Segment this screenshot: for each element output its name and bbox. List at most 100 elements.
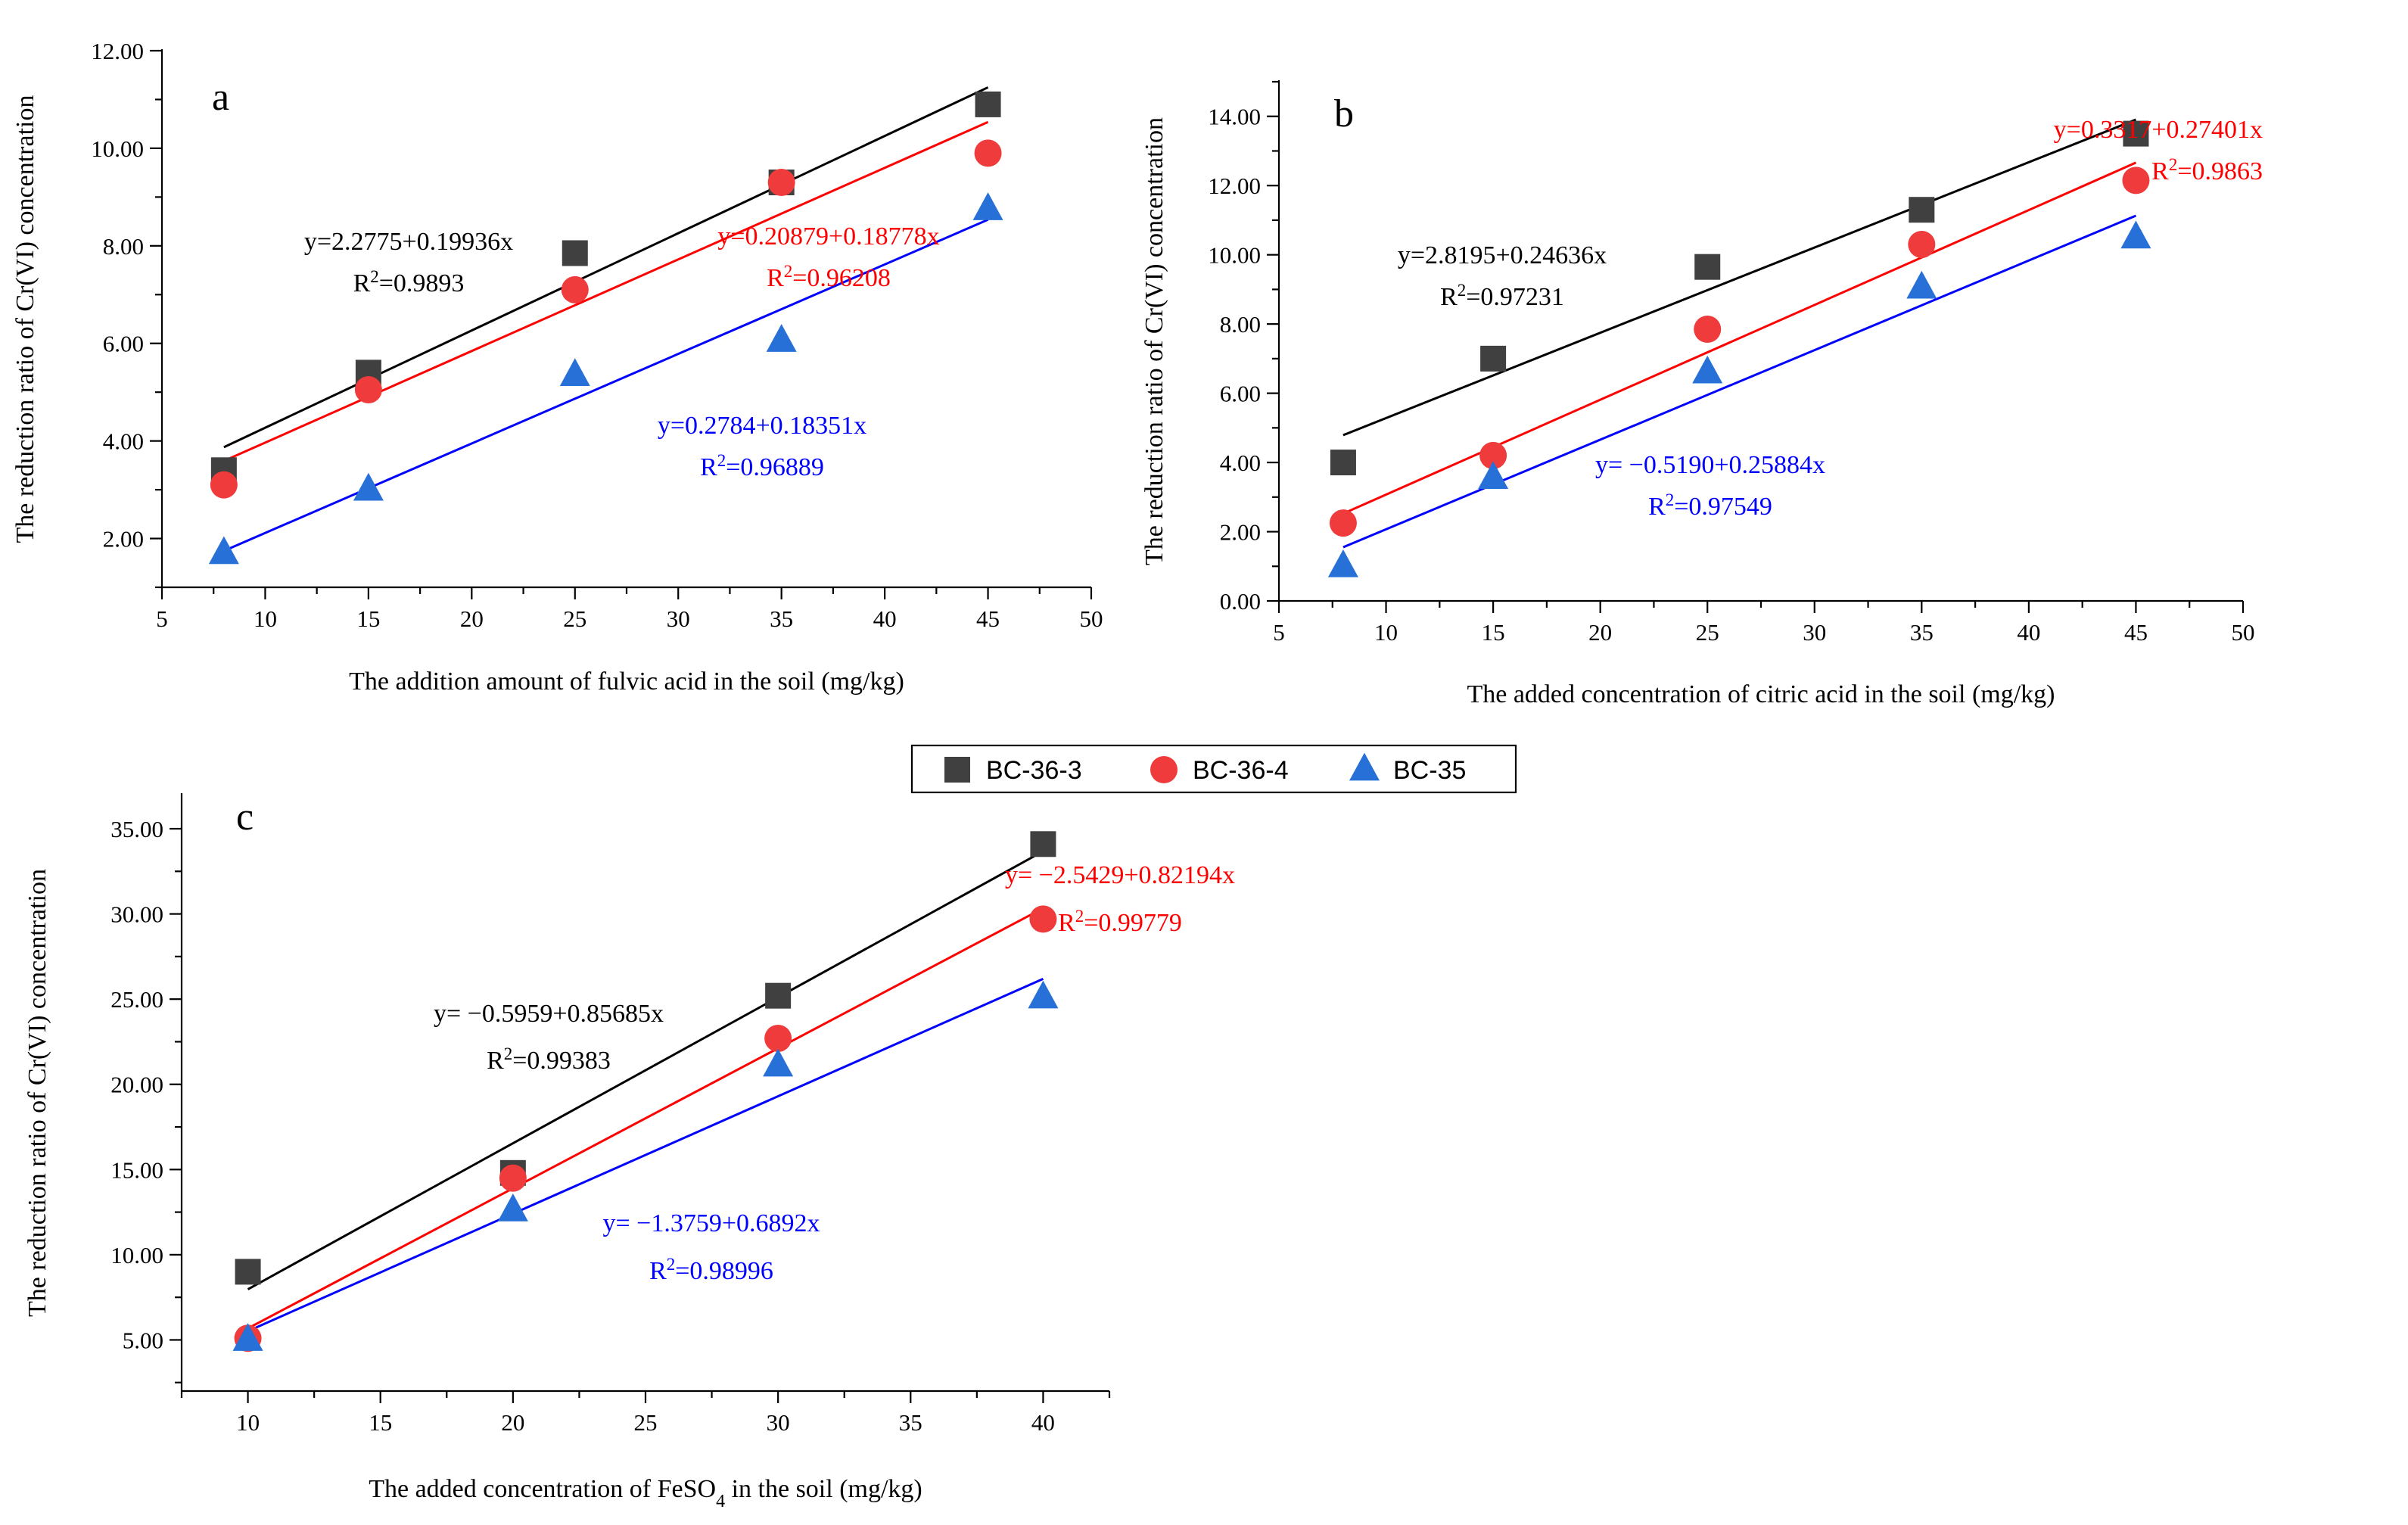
panel-letter: a <box>212 76 229 119</box>
y-axis-label: The reduction ratio of Cr(VI) concentrat… <box>23 869 51 1317</box>
x-tick-label: 15 <box>356 605 380 632</box>
point-BC-36-4 <box>354 375 382 403</box>
point-BC-36-3 <box>1330 450 1356 476</box>
legend: BC-36-3 BC-36-4 BC-35 <box>910 744 1517 794</box>
point-BC-36-4 <box>1329 509 1357 537</box>
point-BC-36-4 <box>1479 441 1507 469</box>
fit-line-BC-36-4 <box>1342 161 2137 515</box>
fit-line-BC-35 <box>223 218 989 552</box>
x-tick-label: 40 <box>1031 1409 1055 1436</box>
y-tick-label: 12.00 <box>1208 173 1261 199</box>
point-BC-36-3 <box>1694 254 1721 280</box>
point-BC-35 <box>2120 220 2151 249</box>
fit-line-BC-36-3 <box>247 850 1044 1290</box>
point-BC-36-3 <box>562 240 588 266</box>
fit-line-BC-35 <box>1342 214 2137 549</box>
y-tick-label: 15.00 <box>110 1156 163 1183</box>
point-BC-35 <box>972 192 1003 220</box>
x-tick-label: 30 <box>767 1409 790 1436</box>
fit-equation-BC-36-4: y= −2.5429+0.82194x <box>1005 861 1235 889</box>
y-tick-label: 2.00 <box>103 526 144 552</box>
point-BC-36-4 <box>2122 167 2150 195</box>
point-BC-35 <box>766 324 797 352</box>
fit-line-BC-36-3 <box>223 86 989 449</box>
point-BC-36-4 <box>561 275 589 303</box>
fit-equation-BC-36-4: y=0.20879+0.18778x <box>717 223 939 251</box>
y-axis-label: The reduction ratio of Cr(VI) concentrat… <box>1140 117 1168 565</box>
y-tick-label: 4.00 <box>1220 450 1261 476</box>
fit-equation-BC-36-3: y=2.8195+0.24636x <box>1398 241 1607 269</box>
x-tick-label: 35 <box>770 605 793 632</box>
point-BC-36-4 <box>1150 756 1178 783</box>
y-tick-label: 8.00 <box>103 233 144 260</box>
legend-entry-BC-35: BC-35 <box>1349 752 1466 785</box>
y-tick-label: 10.00 <box>91 135 144 162</box>
legend-label: BC-36-4 <box>1193 756 1289 785</box>
x-axis-label: The added concentration of citric acid i… <box>1467 680 2055 708</box>
point-BC-35 <box>208 536 239 565</box>
y-tick-label: 8.00 <box>1220 311 1261 338</box>
fit-r2-BC-35: R2=0.97549 <box>1648 490 1772 521</box>
x-tick-label: 35 <box>899 1409 922 1436</box>
point-BC-35 <box>1906 270 1937 299</box>
x-tick-label: 40 <box>2017 619 2040 646</box>
point-BC-35 <box>559 358 590 387</box>
point-BC-36-3 <box>1909 197 1935 223</box>
panel-b: 5 10 15 20 25 30 35 40 45 50 0.00 2.00 4.00 6.00 8.00 1… <box>1140 80 2263 708</box>
x-tick-label: 35 <box>1910 619 1934 646</box>
x-tick-label: 15 <box>1482 619 1505 646</box>
fit-r2-BC-36-3: R2=0.97231 <box>1440 281 1564 312</box>
x-tick-label: 20 <box>460 605 484 632</box>
x-tick-label: 40 <box>873 605 897 632</box>
x-axis-label: The addition amount of fulvic acid in th… <box>349 668 904 696</box>
x-tick-label: 5 <box>156 605 168 632</box>
x-tick-label: 30 <box>1803 619 1826 646</box>
x-tick-label: 25 <box>1696 619 1719 646</box>
x-tick-label: 45 <box>976 605 1000 632</box>
point-BC-36-3 <box>944 757 970 783</box>
point-BC-36-4 <box>767 169 795 197</box>
y-tick-label: 25.00 <box>110 986 163 1013</box>
y-tick-label: 0.00 <box>1220 588 1261 615</box>
point-BC-36-3 <box>765 982 792 1009</box>
fit-r2-BC-36-4: R2=0.96208 <box>767 262 891 293</box>
fit-r2-BC-36-4: R2=0.9863 <box>2151 155 2263 186</box>
fit-r2-BC-36-3: R2=0.9893 <box>353 267 465 298</box>
x-tick-label: 25 <box>634 1409 658 1436</box>
legend-entry-BC-36-4: BC-36-4 <box>1150 756 1289 785</box>
y-tick-label: 12.00 <box>91 38 144 64</box>
x-tick-label: 20 <box>501 1409 524 1436</box>
point-BC-36-3 <box>1480 345 1507 372</box>
y-tick-label: 10.00 <box>110 1242 163 1268</box>
legend-label: BC-36-3 <box>986 756 1082 785</box>
point-BC-36-3 <box>235 1259 261 1285</box>
y-tick-label: 20.00 <box>110 1072 163 1098</box>
point-BC-35 <box>1692 355 1723 384</box>
y-tick-label: 6.00 <box>1220 381 1261 407</box>
x-axis-label: The added concentration of FeSO4 in the … <box>369 1475 922 1511</box>
fit-equation-BC-35: y= −1.3759+0.6892x <box>602 1209 820 1237</box>
point-BC-35 <box>1327 549 1358 577</box>
fit-line-BC-35 <box>247 977 1044 1333</box>
point-BC-35 <box>1478 461 1509 490</box>
fit-equation-BC-36-4: y=0.3317+0.27401x <box>2054 116 2263 144</box>
point-BC-36-4 <box>1694 315 1722 343</box>
point-BC-36-3 <box>2123 120 2149 147</box>
fit-r2-BC-35: R2=0.96889 <box>700 451 824 482</box>
point-BC-35 <box>763 1048 794 1077</box>
y-axis-label: The reduction ratio of Cr(VI) concentrat… <box>11 95 39 543</box>
fit-line-BC-36-4 <box>223 120 989 462</box>
legend-label: BC-35 <box>1393 756 1466 785</box>
point-BC-36-4 <box>1908 230 1936 258</box>
panel-c: 10 15 20 25 30 35 40 5.00 10.00 15.00 20.00 25.00 30… <box>23 793 1235 1511</box>
y-tick-label: 14.00 <box>1208 104 1261 130</box>
fit-line-BC-36-3 <box>1342 118 2136 437</box>
fit-r2-BC-36-3: R2=0.99383 <box>487 1044 611 1075</box>
point-BC-36-4 <box>1029 905 1057 933</box>
legend-entry-BC-36-3: BC-36-3 <box>944 756 1082 785</box>
y-tick-label: 2.00 <box>1220 519 1261 546</box>
x-tick-label: 5 <box>1273 619 1285 646</box>
x-tick-label: 45 <box>2124 619 2148 646</box>
x-tick-label: 10 <box>236 1409 260 1436</box>
